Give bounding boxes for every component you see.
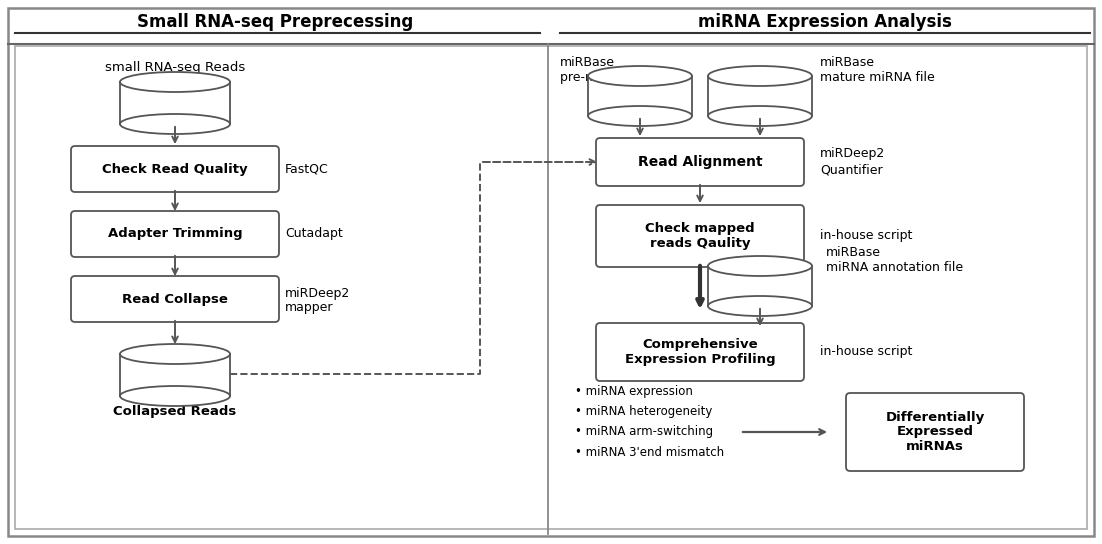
Text: mapper: mapper [285,300,334,313]
Text: Differentially
Expressed
miRNAs: Differentially Expressed miRNAs [885,411,984,454]
Text: miRBase
miRNA annotation file: miRBase miRNA annotation file [826,246,963,274]
Text: • miRNA heterogeneity: • miRNA heterogeneity [575,405,712,418]
Ellipse shape [588,66,692,86]
Text: Cutadapt: Cutadapt [285,227,343,240]
Bar [120,82,230,124]
Ellipse shape [707,296,812,316]
Text: miRBase
pre-miRNA file: miRBase pre-miRNA file [560,56,650,84]
Text: Comprehensive
Expression Profiling: Comprehensive Expression Profiling [625,338,776,366]
Ellipse shape [707,66,812,86]
Text: • miRNA expression: • miRNA expression [575,386,693,399]
Text: • miRNA arm-switching: • miRNA arm-switching [575,425,713,438]
Bar [588,76,692,116]
Text: Check mapped
reads Qaulity: Check mapped reads Qaulity [645,222,755,250]
Ellipse shape [120,72,230,92]
Text: Read Collapse: Read Collapse [122,293,228,306]
Text: miRDeep2: miRDeep2 [285,287,350,300]
Text: miRDeep2: miRDeep2 [820,147,885,160]
Text: Small RNA-seq Preprecessing: Small RNA-seq Preprecessing [137,13,413,31]
FancyBboxPatch shape [596,323,804,381]
Text: miRNA Expression Analysis: miRNA Expression Analysis [698,13,952,31]
FancyBboxPatch shape [596,205,804,267]
Text: • miRNA 3'end mismatch: • miRNA 3'end mismatch [575,446,724,459]
Bar [707,76,812,116]
FancyBboxPatch shape [71,211,279,257]
Text: miRBase
mature miRNA file: miRBase mature miRNA file [820,56,934,84]
Bar [120,354,230,396]
FancyBboxPatch shape [846,393,1024,471]
Ellipse shape [120,344,230,364]
Ellipse shape [120,114,230,134]
Text: Check Read Quality: Check Read Quality [102,163,248,176]
Ellipse shape [707,106,812,126]
FancyBboxPatch shape [596,138,804,186]
Bar [15,46,1087,529]
Text: Collapsed Reads: Collapsed Reads [114,405,237,418]
Text: small RNA-seq Reads: small RNA-seq Reads [105,61,245,75]
Bar [707,266,812,306]
Text: FastQC: FastQC [285,163,328,176]
Text: Adapter Trimming: Adapter Trimming [108,227,242,240]
Ellipse shape [588,106,692,126]
Text: Quantifier: Quantifier [820,164,883,176]
Ellipse shape [120,386,230,406]
FancyBboxPatch shape [71,276,279,322]
Text: in-house script: in-house script [820,230,912,243]
Text: Read Alignment: Read Alignment [638,155,763,169]
FancyBboxPatch shape [71,146,279,192]
Text: in-house script: in-house script [820,345,912,358]
Ellipse shape [707,256,812,276]
